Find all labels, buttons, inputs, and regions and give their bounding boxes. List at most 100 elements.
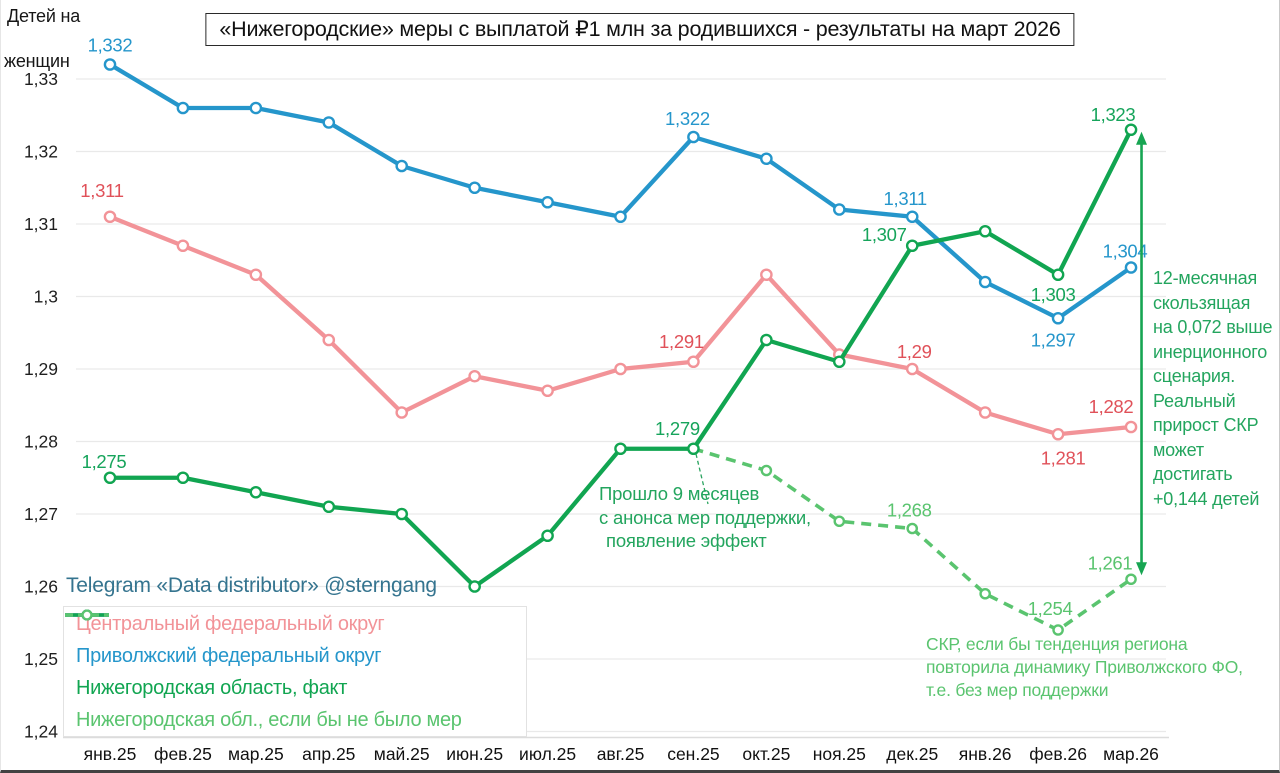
legend-label-nizhny-counterfactual: Нижегородская обл., если бы не было мер	[76, 708, 462, 731]
data-point-cfo	[978, 406, 992, 419]
y-tick-label: 1,3	[34, 287, 58, 307]
data-point-cfo	[395, 406, 409, 419]
x-tick-label: апр.25	[302, 744, 355, 764]
data-point-nizhny-fact	[176, 471, 190, 485]
data-point-nizhny-counterfactual	[979, 587, 991, 600]
note-line: с анонса мер поддержки,	[599, 506, 811, 528]
y-tick-label: 1,25	[24, 649, 58, 669]
data-point-nizhny-fact	[1124, 123, 1138, 137]
data-point-pfo	[687, 130, 700, 144]
chart-title-text: «Нижегородские» меры с выплатой ₽1 млн з…	[219, 17, 1061, 41]
data-point-label-nizhny-fact: 1,307	[862, 224, 907, 245]
data-point-pfo	[322, 116, 336, 129]
chart-title: «Нижегородские» меры с выплатой ₽1 млн з…	[205, 13, 1075, 46]
legend: Центральный федеральный округ Приволжский…	[63, 606, 527, 737]
y-tick-label: 1,28	[24, 432, 58, 452]
note-line: Прошло 9 месяцев	[599, 483, 760, 504]
note-line: +0,144 детей	[1153, 488, 1260, 509]
legend-item-cfo: Центральный федеральный округ	[65, 609, 526, 640]
x-tick-label: фев.25	[154, 744, 212, 764]
data-point-pfo	[1124, 261, 1138, 274]
telegram-credit: Telegram «Data distributor» @sterngang	[66, 574, 437, 597]
data-point-label-cfo: 1,291	[659, 331, 704, 352]
note-line: СКР, если бы тенденция региона	[926, 634, 1188, 654]
y-tick-label: 1,24	[24, 722, 58, 742]
data-point-label-cfo: 1,311	[80, 180, 123, 201]
data-point-nizhny-fact	[978, 224, 992, 238]
data-point-label-pfo: 1,297	[1031, 329, 1076, 350]
data-point-pfo	[541, 195, 554, 209]
x-tick-label: сен.25	[667, 744, 719, 764]
y-tick-label: 1,29	[24, 359, 58, 379]
series-nizhny-fact: 1,275 1,279 1,307 1,303 1,323	[82, 104, 1138, 593]
gain-arrow	[1136, 131, 1148, 576]
data-point-cfo	[614, 362, 627, 376]
y-tick-label: 1,27	[24, 504, 58, 524]
x-tick-label: май.25	[374, 744, 430, 764]
data-point-cfo	[760, 268, 773, 282]
data-point-nizhny-counterfactual	[1052, 624, 1064, 636]
data-point-nizhny-fact	[468, 580, 481, 593]
note-line: прирост СКР	[1153, 415, 1259, 435]
data-point-cfo	[322, 333, 336, 347]
data-point-pfo	[760, 152, 773, 166]
note-nine-months: Прошло 9 месяцев с анонса мер поддержки, п…	[599, 482, 811, 553]
data-point-pfo	[249, 101, 263, 115]
data-point-nizhny-fact	[905, 239, 919, 253]
data-point-label-pfo: 1,311	[884, 188, 927, 209]
legend-swatch-nizhny-counterfactual	[65, 609, 109, 621]
data-point-label-cfo: 1,29	[897, 341, 932, 362]
note-line: повторила динамику Приволжского ФО,	[926, 657, 1243, 677]
data-point-nizhny-fact	[833, 355, 846, 369]
data-point-nizhny-fact	[249, 485, 263, 499]
data-point-cfo	[687, 355, 700, 369]
data-point-label-nizhny-fact: 1,303	[1031, 284, 1076, 305]
data-point-pfo	[103, 58, 117, 71]
data-point-cfo	[468, 369, 481, 383]
y-axis-unit-line2: женщин	[4, 51, 70, 71]
data-point-label-nizhny-fact: 1,279	[655, 418, 700, 439]
data-point-nizhny-fact	[395, 507, 409, 521]
note-line: сценария.	[1153, 366, 1236, 386]
data-point-cfo	[103, 210, 117, 224]
y-tick-label: 1,33	[24, 69, 58, 89]
data-point-label-pfo: 1,304	[1103, 241, 1148, 262]
note-line: т.е. без мер поддержки	[926, 680, 1109, 700]
note-line: 12-месячная	[1153, 268, 1258, 288]
data-point-pfo	[468, 181, 481, 195]
data-point-label-pfo: 1,332	[88, 35, 133, 56]
series-nizhny-counterfactual: 1,268 1,254 1,261	[687, 442, 1137, 636]
data-point-pfo	[1051, 311, 1065, 325]
x-tick-label: авг.25	[597, 744, 645, 764]
note-line: на 0,072 выше	[1153, 317, 1273, 337]
data-point-label-nizhny-counterfactual: 1,261	[1088, 552, 1133, 573]
data-point-label-nizhny-counterfactual: 1,254	[1028, 598, 1073, 619]
note-line: появление эффект	[606, 530, 767, 551]
y-tick-label: 1,26	[24, 577, 58, 597]
data-point-nizhny-fact	[614, 442, 627, 456]
note-gain-explanation: 12-месячная скользящая на 0,072 выше инерци…	[1153, 266, 1273, 511]
series-pfo: 1,332 1,322 1,311 1,297 1,304	[88, 35, 1148, 351]
note-counterfactual-explanation: СКР, если бы тенденция региона повторила …	[926, 633, 1243, 702]
data-point-pfo	[905, 210, 919, 224]
legend-label-pfo: Приволжский федеральный округ	[76, 645, 382, 668]
x-tick-label: окт.25	[742, 744, 790, 764]
x-tick-label: июн.25	[446, 744, 503, 764]
data-point-pfo	[614, 210, 627, 224]
data-point-cfo	[905, 362, 919, 376]
legend-label-cfo: Центральный федеральный округ	[76, 613, 385, 636]
note-line: Реальный	[1153, 390, 1236, 411]
data-point-label-cfo: 1,281	[1041, 447, 1086, 468]
data-point-label-pfo: 1,322	[665, 108, 710, 129]
data-point-cfo	[176, 239, 190, 253]
x-tick-label: мар.26	[1103, 744, 1159, 764]
note-line: инерционного	[1153, 341, 1268, 362]
data-point-nizhny-fact	[760, 333, 773, 347]
y-axis-unit-line1: Детей на	[7, 6, 81, 26]
data-point-nizhny-fact	[322, 500, 336, 514]
legend-item-nizhny-counterfactual: Нижегородская обл., если бы не было мер	[65, 609, 526, 735]
data-point-nizhny-counterfactual	[1125, 573, 1137, 586]
note-line: может	[1153, 439, 1204, 460]
data-point-label-nizhny-counterfactual: 1,268	[887, 500, 932, 521]
